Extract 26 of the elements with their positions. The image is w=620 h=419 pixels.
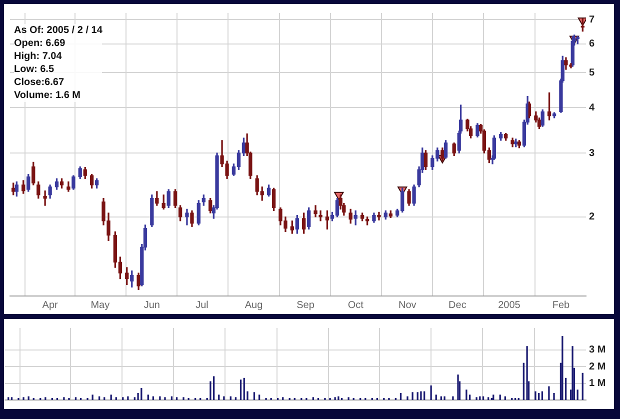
y-tick-label: 4 (589, 102, 595, 114)
x-tick-label: Oct (348, 300, 364, 311)
annotation: Close:6.67 (14, 76, 66, 89)
x-tick-label: Jul (196, 300, 208, 311)
y-tick-label: 3 M (589, 344, 606, 356)
x-tick-label: Sep (296, 300, 315, 311)
x-tick-label: Apr (42, 300, 59, 311)
y-tick-label: 6 (589, 38, 595, 50)
y-tick-label: 3 (589, 148, 595, 159)
annotation: As Of: 2005 / 2 / 14 (14, 24, 102, 37)
y-tick-label: 2 (589, 212, 595, 223)
y-tick-label: 2 M (589, 361, 606, 372)
annotation: Open: 6.69 (14, 37, 66, 50)
x-tick-label: Jun (144, 300, 160, 311)
annotation: High: 7.04 (14, 50, 63, 63)
y-tick-label: 1 M (589, 378, 606, 390)
x-tick-label: 2005 (498, 300, 521, 311)
x-tick-label: Aug (244, 300, 263, 311)
annotation: Volume: 1.6 M (14, 89, 82, 102)
x-tick-label: Nov (398, 300, 416, 311)
x-tick-label: Feb (552, 300, 570, 311)
y-tick-label: 7 (589, 14, 595, 26)
x-tick-label: May (90, 300, 110, 311)
annotation: Low: 6.5 (14, 63, 56, 76)
x-tick-label: Dec (448, 300, 466, 311)
y-tick-label: 5 (589, 67, 595, 78)
